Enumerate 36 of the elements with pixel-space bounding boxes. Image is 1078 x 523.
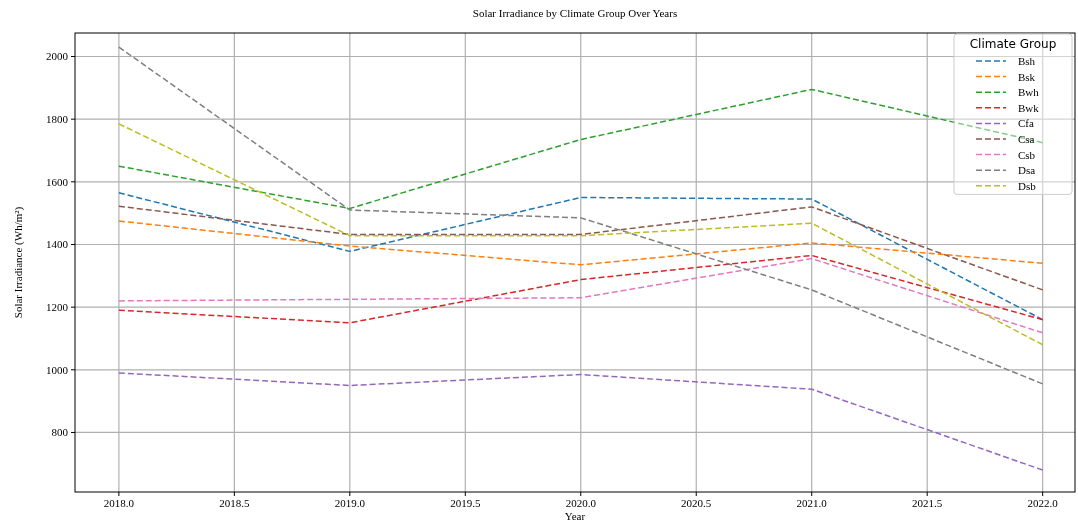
y-tick-label: 1800 (46, 113, 69, 126)
line-series (118, 257, 1044, 334)
line-series (118, 88, 1044, 210)
chart-title: Solar Irradiance by Climate Group Over Years (472, 7, 678, 19)
y-tick-label: 800 (51, 426, 69, 439)
legend-label: Cfa (1018, 117, 1034, 130)
legend-label: Csb (1018, 148, 1036, 161)
y-tick-label: 1600 (46, 175, 69, 188)
y-tick-label: 1400 (46, 238, 69, 251)
x-axis-title: Year (564, 510, 586, 522)
y-tick-label: 1200 (46, 301, 69, 314)
line-series (118, 220, 1044, 266)
legend-label: Dsb (1018, 179, 1037, 192)
x-tick-label: 2022.0 (1027, 497, 1059, 509)
x-tick-label: 2021.5 (912, 497, 943, 509)
legend-title: Climate Group (969, 37, 1057, 51)
y-tick-label: 2000 (46, 50, 69, 63)
legend-label: Bwh (1018, 86, 1040, 99)
y-tick-label: 1000 (46, 363, 69, 376)
x-tick-label: 2018.5 (219, 497, 250, 509)
line-series (118, 372, 1044, 471)
x-tick-label: 2020.5 (681, 497, 712, 509)
x-tick-label: 2018.0 (103, 497, 135, 509)
legend-label: Dsa (1018, 164, 1036, 177)
x-tick-label: 2019.5 (450, 497, 481, 509)
line-series (118, 192, 1044, 321)
x-tick-label: 2020.0 (565, 497, 597, 509)
legend-label: Bsh (1018, 55, 1036, 67)
x-tick-label: 2021.0 (796, 497, 828, 509)
legend-label: Bsk (1018, 70, 1036, 83)
line-series (118, 254, 1044, 324)
legend-label: Bwk (1018, 101, 1040, 114)
line-series (118, 205, 1044, 291)
y-axis-title: Solar Irradiance (Wh/m²) (12, 206, 25, 319)
legend-label: Csa (1018, 133, 1035, 145)
x-tick-label: 2019.0 (334, 497, 366, 509)
